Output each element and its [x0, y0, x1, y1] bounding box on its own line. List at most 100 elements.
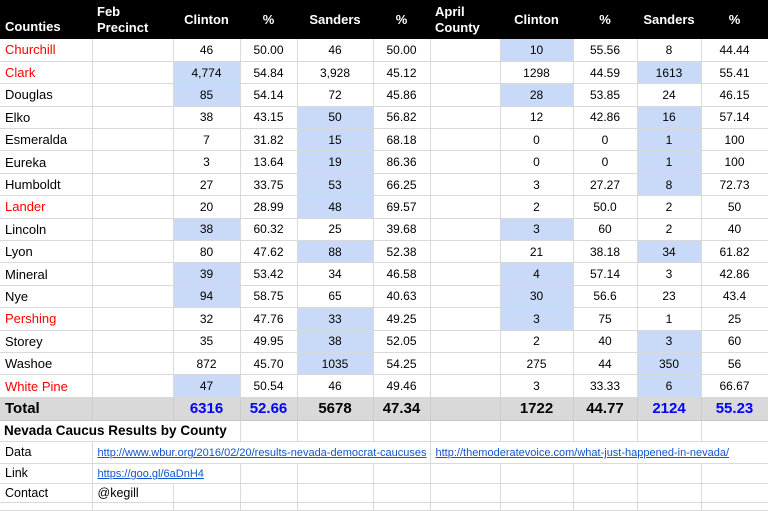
empty-cell[interactable]	[637, 420, 702, 442]
value-cell[interactable]: 27.27	[573, 173, 638, 197]
winner-value-cell[interactable]: 6	[637, 374, 702, 398]
empty-cell[interactable]	[573, 502, 638, 511]
total-value-cell[interactable]	[92, 397, 174, 421]
value-cell[interactable]: 46.58	[373, 262, 431, 286]
value-cell[interactable]	[430, 352, 501, 376]
value-cell[interactable]	[92, 150, 174, 174]
empty-cell[interactable]	[637, 502, 702, 511]
value-cell[interactable]: 2	[500, 330, 574, 353]
value-cell[interactable]: 23	[637, 285, 702, 309]
value-cell[interactable]: 52.38	[373, 240, 431, 264]
total-label[interactable]: Total	[0, 397, 93, 421]
empty-cell[interactable]	[240, 420, 298, 442]
winner-value-cell[interactable]: 4,774	[173, 61, 241, 85]
winner-value-cell[interactable]: 3	[500, 307, 574, 331]
value-cell[interactable]: 1298	[500, 61, 574, 85]
empty-cell[interactable]	[573, 463, 638, 484]
value-cell[interactable]: 34	[297, 262, 374, 286]
value-cell[interactable]: 46.15	[701, 83, 768, 107]
winner-value-cell[interactable]: 39	[173, 262, 241, 286]
column-header[interactable]: Counties	[0, 0, 92, 39]
value-cell[interactable]: 46	[173, 39, 241, 62]
value-cell[interactable]: 8	[637, 39, 702, 62]
empty-cell[interactable]	[173, 483, 241, 503]
value-cell[interactable]: 54.84	[240, 61, 298, 85]
winner-value-cell[interactable]: 38	[173, 218, 241, 242]
winner-value-cell[interactable]: 1	[637, 128, 702, 152]
value-cell[interactable]: 44	[573, 352, 638, 376]
empty-cell[interactable]	[701, 483, 768, 503]
value-cell[interactable]	[430, 285, 501, 309]
column-header[interactable]: Sanders	[637, 0, 701, 39]
value-cell[interactable]	[92, 173, 174, 197]
column-header[interactable]: %	[240, 0, 297, 39]
value-cell[interactable]: 100	[701, 128, 768, 152]
value-cell[interactable]	[430, 195, 501, 219]
wbur-results-link[interactable]: http://www.wbur.org/2016/02/20/results-n…	[97, 447, 427, 460]
column-header[interactable]: Clinton	[173, 0, 240, 39]
value-cell[interactable]: 47.76	[240, 307, 298, 331]
empty-cell[interactable]	[500, 502, 574, 511]
value-cell[interactable]	[92, 262, 174, 286]
data-label[interactable]: Data	[0, 441, 93, 464]
empty-cell[interactable]	[430, 463, 501, 484]
county-cell[interactable]: Eureka	[0, 150, 93, 174]
value-cell[interactable]: 49.95	[240, 330, 298, 353]
empty-cell[interactable]	[373, 502, 431, 511]
value-cell[interactable]: 80	[173, 240, 241, 264]
value-cell[interactable]	[430, 39, 501, 62]
value-cell[interactable]: 50.0	[573, 195, 638, 219]
value-cell[interactable]	[430, 374, 501, 398]
value-cell[interactable]: 100	[701, 150, 768, 174]
empty-cell[interactable]	[240, 463, 298, 484]
empty-cell[interactable]	[297, 483, 374, 503]
winner-value-cell[interactable]: 48	[297, 195, 374, 219]
value-cell[interactable]: 55.41	[701, 61, 768, 85]
empty-cell[interactable]	[637, 463, 702, 484]
total-value-cell[interactable]	[430, 397, 501, 421]
empty-cell[interactable]	[297, 463, 374, 484]
value-cell[interactable]	[430, 128, 501, 152]
empty-cell[interactable]	[500, 463, 574, 484]
value-cell[interactable]	[430, 106, 501, 130]
total-value-cell[interactable]: 55.23	[701, 397, 768, 421]
value-cell[interactable]: 31.82	[240, 128, 298, 152]
contact-value[interactable]: @kegill	[92, 483, 174, 503]
value-cell[interactable]: 54.25	[373, 352, 431, 376]
value-cell[interactable]: 0	[573, 128, 638, 152]
value-cell[interactable]	[92, 285, 174, 309]
value-cell[interactable]: 38	[173, 106, 241, 130]
value-cell[interactable]: 50.54	[240, 374, 298, 398]
value-cell[interactable]: 2	[637, 218, 702, 242]
value-cell[interactable]	[92, 39, 174, 62]
value-cell[interactable]: 33.33	[573, 374, 638, 398]
value-cell[interactable]: 55.56	[573, 39, 638, 62]
empty-cell[interactable]	[373, 483, 431, 503]
total-value-cell[interactable]: 2124	[637, 397, 702, 421]
value-cell[interactable]: 32	[173, 307, 241, 331]
empty-cell[interactable]	[0, 502, 93, 511]
column-header[interactable]: Feb Precinct	[92, 0, 173, 39]
contact-label[interactable]: Contact	[0, 483, 93, 503]
empty-cell[interactable]	[573, 420, 638, 442]
value-cell[interactable]: 72	[297, 83, 374, 107]
empty-cell[interactable]	[430, 420, 501, 442]
winner-value-cell[interactable]: 16	[637, 106, 702, 130]
empty-cell[interactable]	[701, 502, 768, 511]
value-cell[interactable]	[92, 352, 174, 376]
county-cell[interactable]: Nye	[0, 285, 93, 309]
winner-value-cell[interactable]: 4	[500, 262, 574, 286]
value-cell[interactable]: 42.86	[573, 106, 638, 130]
value-cell[interactable]: 38.18	[573, 240, 638, 264]
value-cell[interactable]: 0	[500, 128, 574, 152]
value-cell[interactable]: 66.25	[373, 173, 431, 197]
value-cell[interactable]	[92, 218, 174, 242]
county-cell[interactable]: Lyon	[0, 240, 93, 264]
empty-cell[interactable]	[297, 420, 374, 442]
value-cell[interactable]	[430, 61, 501, 85]
link-label[interactable]: Link	[0, 463, 93, 484]
county-cell[interactable]: Lander	[0, 195, 93, 219]
empty-cell[interactable]	[701, 420, 768, 442]
value-cell[interactable]: 45.86	[373, 83, 431, 107]
empty-cell[interactable]	[173, 502, 241, 511]
